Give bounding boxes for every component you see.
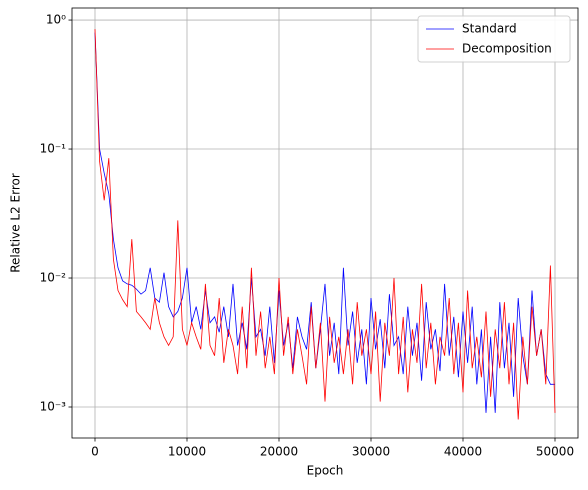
data-line	[94, 29, 556, 420]
y-tick-label: 10⁻²	[40, 271, 67, 285]
y-tick-label: 10⁻¹	[40, 142, 67, 156]
y-tick-label: 10⁰	[46, 13, 66, 27]
x-tick-label: 40000	[444, 445, 482, 459]
legend-label: Standard	[462, 22, 517, 36]
y-tick-label: 10⁻³	[40, 400, 67, 414]
y-axis-label: Relative L2 Error	[9, 173, 23, 273]
x-tick-label: 30000	[352, 445, 390, 459]
x-axis-label: Epoch	[307, 464, 344, 478]
plot-frame	[71, 7, 579, 439]
legend-label: Decomposition	[462, 42, 552, 56]
x-tick-label: 0	[91, 445, 99, 459]
x-tick-label: 10000	[168, 445, 206, 459]
x-tick-label: 20000	[260, 445, 298, 459]
legend-box	[417, 15, 571, 63]
x-tick-label: 50000	[536, 445, 574, 459]
data-line	[94, 32, 555, 413]
